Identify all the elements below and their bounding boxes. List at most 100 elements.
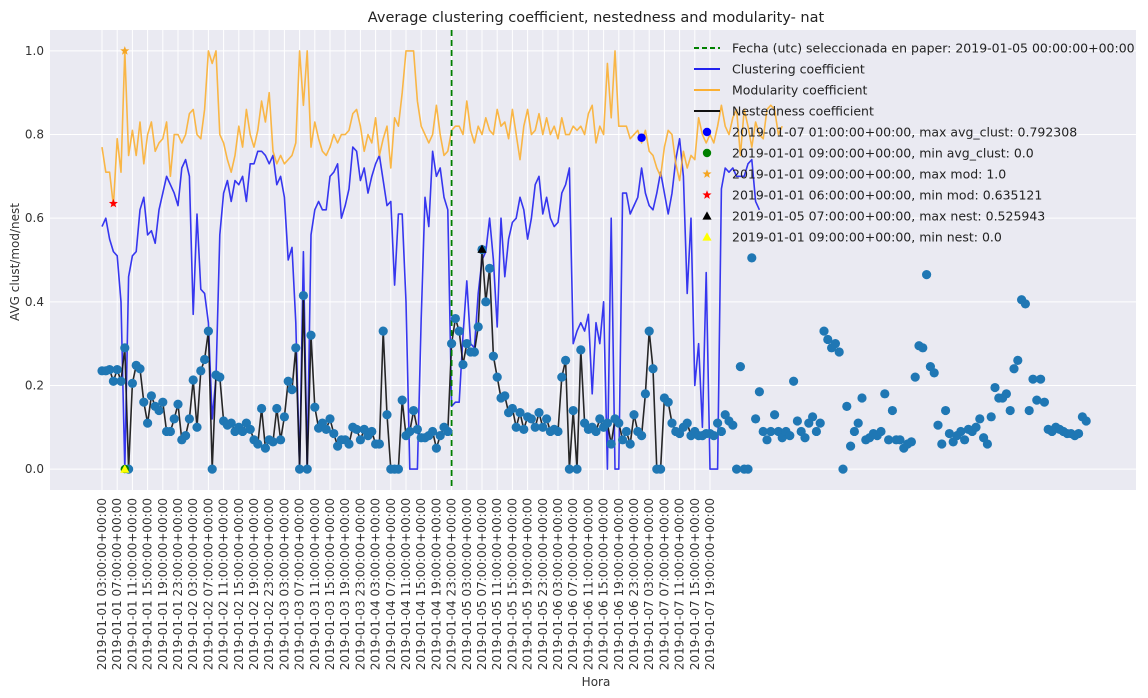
scatter-point <box>591 426 601 437</box>
scatter-point <box>272 403 282 414</box>
scatter-point <box>792 416 803 426</box>
scatter-point <box>367 426 377 437</box>
x-tick-label: 2019-01-04 15:00:00+00:00 <box>414 498 428 670</box>
x-tick-label: 2019-01-05 19:00:00+00:00 <box>521 498 535 670</box>
scatter-point <box>108 376 118 386</box>
x-tick-label: 2019-01-06 11:00:00+00:00 <box>581 498 595 670</box>
scatter-point <box>770 410 780 420</box>
scatter-point <box>526 414 537 424</box>
x-tick-label: 2019-01-06 19:00:00+00:00 <box>612 498 626 670</box>
scatter-point <box>922 270 932 280</box>
scatter-point <box>188 375 198 385</box>
max-mod-1-0-marker <box>120 46 130 55</box>
scatter-point <box>352 424 362 434</box>
scatter-point <box>295 464 305 474</box>
x-tick-label: 2019-01-01 23:00:00+00:00 <box>171 498 185 670</box>
scatter-point <box>637 431 647 441</box>
scatter-point <box>146 391 156 401</box>
scatter-point <box>614 418 624 428</box>
scatter-point <box>625 439 635 449</box>
x-tick-label: 2019-01-03 11:00:00+00:00 <box>308 498 322 670</box>
scatter-point <box>488 351 498 361</box>
legend-handle <box>702 169 712 178</box>
min-nest-0-0-marker <box>120 464 130 473</box>
x-tick-label: 2019-01-03 19:00:00+00:00 <box>338 498 352 670</box>
scatter-point <box>127 378 137 388</box>
scatter-point <box>553 426 563 437</box>
scatter-point <box>374 439 384 449</box>
scatter-point <box>663 397 673 407</box>
scatter-point <box>1081 416 1091 426</box>
scatter-point <box>621 426 632 437</box>
x-tick-label: 2019-01-06 03:00:00+00:00 <box>551 498 565 670</box>
legend-label: 2019-01-07 01:00:00+00:00, max avg_clust… <box>732 125 1077 140</box>
scatter-point <box>165 426 175 437</box>
scatter-point <box>112 364 122 375</box>
scatter-point <box>849 426 860 437</box>
scatter-point <box>618 435 628 445</box>
x-tick-label: 2019-01-02 15:00:00+00:00 <box>232 498 246 670</box>
scatter-point <box>766 426 776 437</box>
scatter-point <box>811 426 822 437</box>
scatter-point <box>754 387 765 397</box>
clustering-coefficient-line <box>101 137 761 470</box>
scatter-point <box>853 418 863 428</box>
scatter-point <box>462 339 472 349</box>
scatter-point <box>276 435 286 445</box>
scatter-point <box>785 431 795 441</box>
scatter-point <box>443 426 453 437</box>
scatter-point <box>538 422 548 432</box>
scatter-point <box>158 397 168 407</box>
x-tick-label: 2019-01-01 15:00:00+00:00 <box>141 498 155 670</box>
legend-label: 2019-01-05 07:00:00+00:00, max nest: 0.5… <box>732 209 1045 224</box>
y-axis-label: AVG clust/mod/nest <box>8 203 22 321</box>
scatter-point <box>975 414 985 424</box>
legend-label: 2019-01-01 09:00:00+00:00, min nest: 0.0 <box>732 230 1002 245</box>
legend-label: Clustering coefficient <box>732 62 865 77</box>
scatter-point <box>143 418 153 428</box>
scatter-point <box>268 437 278 447</box>
y-tick-label: 0.8 <box>25 128 44 142</box>
x-tick-label: 2019-01-04 07:00:00+00:00 <box>384 498 398 670</box>
scatter-point <box>283 376 293 386</box>
scatter-point <box>910 372 920 382</box>
scatter-point <box>732 464 742 474</box>
scatter-point <box>405 426 415 437</box>
scatter-point <box>181 431 191 441</box>
scatter-point <box>941 405 951 416</box>
scatter-point <box>982 439 993 449</box>
scatter-point <box>120 343 130 353</box>
x-tick-label: 2019-01-05 07:00:00+00:00 <box>475 498 489 670</box>
scatter-point <box>200 354 210 365</box>
legend-label: 2019-01-01 06:00:00+00:00, min mod: 0.63… <box>732 188 1042 203</box>
chart-title: Average clustering coefficient, nestedne… <box>368 10 825 26</box>
scatter-point <box>253 439 263 449</box>
x-tick-label: 2019-01-06 15:00:00+00:00 <box>597 498 611 670</box>
x-tick-label: 2019-01-01 11:00:00+00:00 <box>125 498 139 670</box>
scatter-point <box>1036 374 1046 384</box>
scatter-point <box>758 426 768 437</box>
legend-handle <box>702 127 712 137</box>
scatter-point <box>409 405 419 416</box>
scatter-point <box>1074 428 1084 439</box>
scatter-point <box>530 422 540 432</box>
scatter-point <box>116 376 126 386</box>
scatter-point <box>880 389 890 399</box>
scatter-point <box>743 464 753 474</box>
x-tick-label: 2019-01-02 03:00:00+00:00 <box>186 498 200 670</box>
scatter-point <box>815 418 825 428</box>
legend-label: 2019-01-01 09:00:00+00:00, max mod: 1.0 <box>732 167 1006 182</box>
y-tick-label: 1.0 <box>25 44 44 58</box>
scatter-point <box>884 435 894 445</box>
x-tick-label: 2019-01-02 23:00:00+00:00 <box>262 498 276 670</box>
scatter-point <box>887 405 898 416</box>
y-tick-label: 0.4 <box>25 295 44 309</box>
scatter-point <box>534 408 544 418</box>
scatter-point <box>245 424 255 434</box>
scatter-point <box>728 420 738 430</box>
x-tick-label: 2019-01-03 07:00:00+00:00 <box>293 498 307 670</box>
scatter-point <box>595 414 605 424</box>
scatter-points <box>97 244 1091 474</box>
scatter-point <box>310 402 320 412</box>
